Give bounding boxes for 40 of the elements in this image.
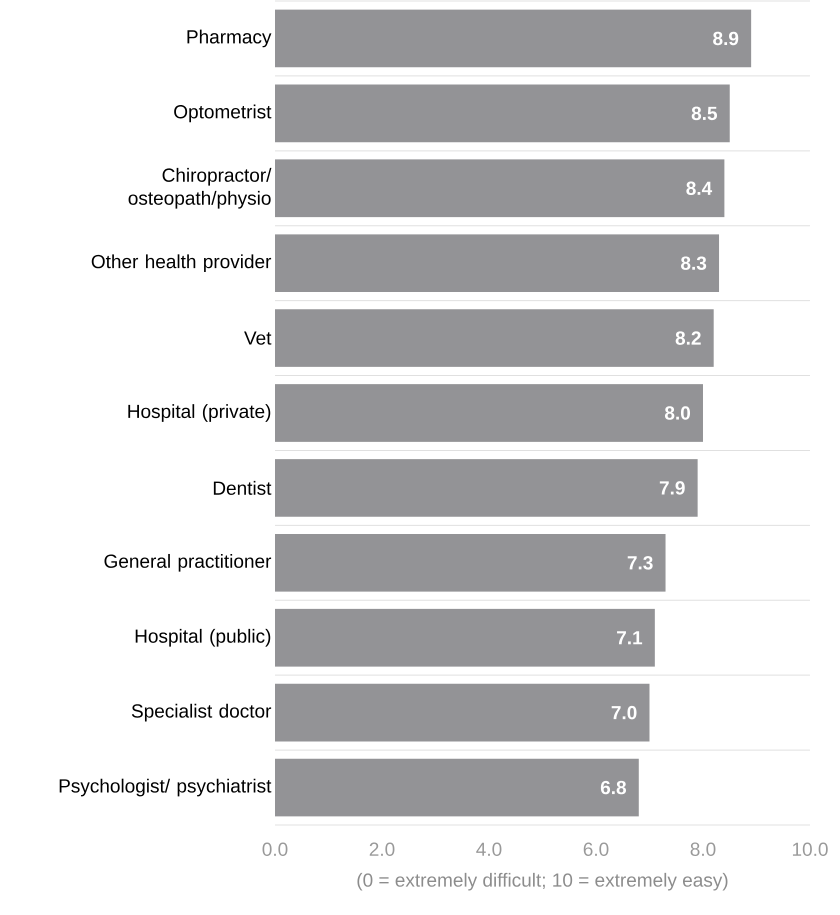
data-label: 6.8 — [600, 780, 626, 794]
x-tick-label: 4.0 — [476, 842, 502, 856]
x-tick-label: 10.0 — [792, 842, 828, 856]
y-tick-label: Other health provider — [92, 254, 272, 272]
bar — [274, 608, 655, 667]
y-tick-label: Pharmacy — [187, 30, 272, 48]
y-tick-label: Psychologist/ psychiatrist — [60, 778, 272, 796]
y-tick-label: Dentist — [214, 480, 272, 495]
x-tick-label: 6.0 — [584, 842, 608, 856]
bar — [274, 459, 698, 517]
bar — [274, 758, 639, 816]
x-tick-label: 8.0 — [690, 842, 716, 856]
x-tick-label: 2.0 — [370, 842, 394, 856]
bar — [274, 384, 703, 442]
x-tick-label: 0.0 — [262, 842, 288, 856]
y-tick-label: Specialist doctor — [132, 704, 272, 722]
y-tick-label: Hospital (public) — [136, 628, 270, 647]
data-label: 7.1 — [617, 631, 642, 644]
y-tick-label: Hospital (private) — [128, 404, 270, 422]
data-label: 8.5 — [692, 106, 718, 120]
data-label: 7.0 — [612, 706, 637, 720]
y-tick-label: Optometrist — [174, 104, 272, 122]
data-label: 8.0 — [664, 406, 690, 420]
y-tick-label: General practitioner — [104, 554, 272, 572]
x-axis-title: (0 = extremely difficult; 10 = extremely easy) — [357, 872, 728, 891]
y-tick-label: Vet — [244, 331, 272, 345]
bar — [274, 84, 730, 142]
bar — [274, 684, 650, 742]
data-label: 7.3 — [628, 556, 653, 570]
data-label: 8.3 — [681, 256, 706, 270]
bar — [274, 234, 720, 292]
data-label: 8.9 — [713, 32, 738, 46]
bar — [274, 159, 724, 218]
bar — [274, 534, 666, 592]
bar — [274, 309, 714, 367]
bar — [274, 10, 752, 68]
data-label: 7.9 — [660, 481, 685, 495]
data-label: 8.2 — [676, 331, 701, 345]
data-label: 8.4 — [686, 182, 712, 196]
y-tick-label: Chiropractor/ osteopath/physio — [128, 168, 272, 209]
